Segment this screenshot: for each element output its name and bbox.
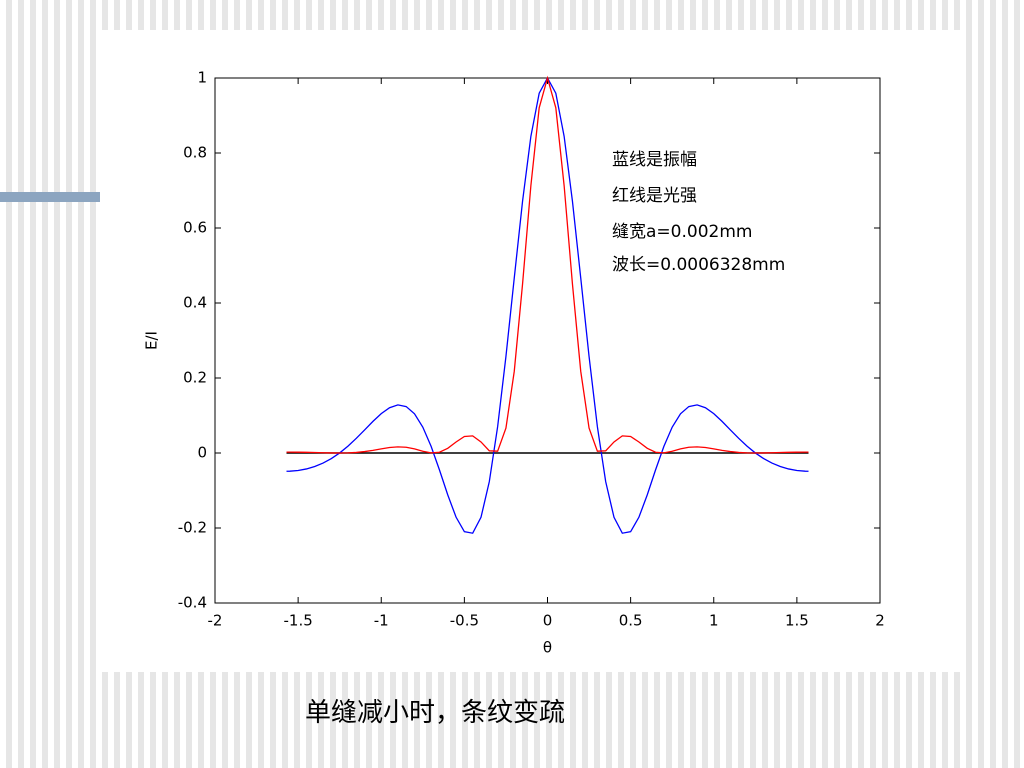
y-tick-label: 0 [197, 444, 207, 462]
x-tick-label: 2 [875, 612, 885, 630]
annotation: 红线是光强 [612, 186, 697, 206]
x-tick-label: 0 [543, 612, 553, 630]
x-tick-label: -1 [374, 612, 389, 630]
x-tick-label: -1.5 [283, 612, 312, 630]
y-tick-label: -0.2 [178, 519, 207, 537]
y-tick-label: 0.6 [183, 219, 207, 237]
plot-frame [214, 77, 881, 604]
annotation: 缝宽a=0.002mm [612, 222, 752, 242]
x-tick-label: 1 [709, 612, 719, 630]
x-tick-label: -0.5 [450, 612, 479, 630]
x-axis-label: θ [543, 639, 552, 657]
x-tick-label: -2 [208, 612, 223, 630]
y-tick-label: -0.4 [178, 594, 207, 612]
series-line [286, 75, 809, 454]
y-tick-label: 1 [197, 69, 207, 87]
caption: 单缝减小时，条纹变疏 [305, 698, 566, 728]
x-tick-label: 0.5 [619, 612, 643, 630]
series-line [286, 76, 809, 534]
y-tick-label: 0.2 [183, 369, 207, 387]
y-tick-label: 0.4 [183, 294, 207, 312]
annotation: 蓝线是振幅 [612, 150, 697, 170]
x-tick-label: 1.5 [785, 612, 809, 630]
accent-bar [0, 192, 100, 202]
annotation: 波长=0.0006328mm [612, 255, 785, 275]
y-axis-label: E/I [143, 331, 161, 350]
y-tick-label: 0.8 [183, 144, 207, 162]
chart-panel [100, 30, 960, 672]
